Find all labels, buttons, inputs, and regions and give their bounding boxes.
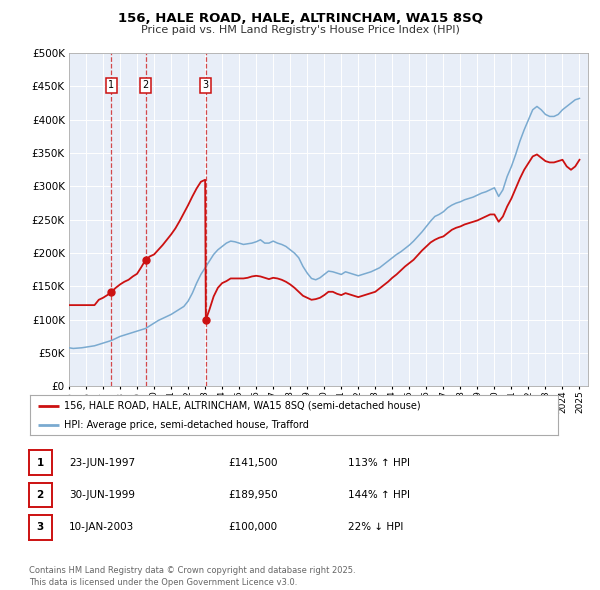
- Text: 23-JUN-1997: 23-JUN-1997: [69, 458, 135, 467]
- Text: 156, HALE ROAD, HALE, ALTRINCHAM, WA15 8SQ: 156, HALE ROAD, HALE, ALTRINCHAM, WA15 8…: [118, 12, 482, 25]
- Text: 2: 2: [142, 80, 149, 90]
- Text: Price paid vs. HM Land Registry's House Price Index (HPI): Price paid vs. HM Land Registry's House …: [140, 25, 460, 35]
- Text: 1: 1: [108, 80, 114, 90]
- Text: 144% ↑ HPI: 144% ↑ HPI: [348, 490, 410, 500]
- Text: 1: 1: [37, 458, 44, 467]
- Text: 3: 3: [203, 80, 209, 90]
- Text: £100,000: £100,000: [228, 523, 277, 532]
- Text: 30-JUN-1999: 30-JUN-1999: [69, 490, 135, 500]
- Text: 2: 2: [37, 490, 44, 500]
- Text: 156, HALE ROAD, HALE, ALTRINCHAM, WA15 8SQ (semi-detached house): 156, HALE ROAD, HALE, ALTRINCHAM, WA15 8…: [64, 401, 421, 411]
- Text: £141,500: £141,500: [228, 458, 277, 467]
- Text: 22% ↓ HPI: 22% ↓ HPI: [348, 523, 403, 532]
- Text: 3: 3: [37, 523, 44, 532]
- Text: £189,950: £189,950: [228, 490, 278, 500]
- Text: 10-JAN-2003: 10-JAN-2003: [69, 523, 134, 532]
- Text: 113% ↑ HPI: 113% ↑ HPI: [348, 458, 410, 467]
- Text: Contains HM Land Registry data © Crown copyright and database right 2025.
This d: Contains HM Land Registry data © Crown c…: [29, 566, 355, 587]
- Text: HPI: Average price, semi-detached house, Trafford: HPI: Average price, semi-detached house,…: [64, 420, 309, 430]
